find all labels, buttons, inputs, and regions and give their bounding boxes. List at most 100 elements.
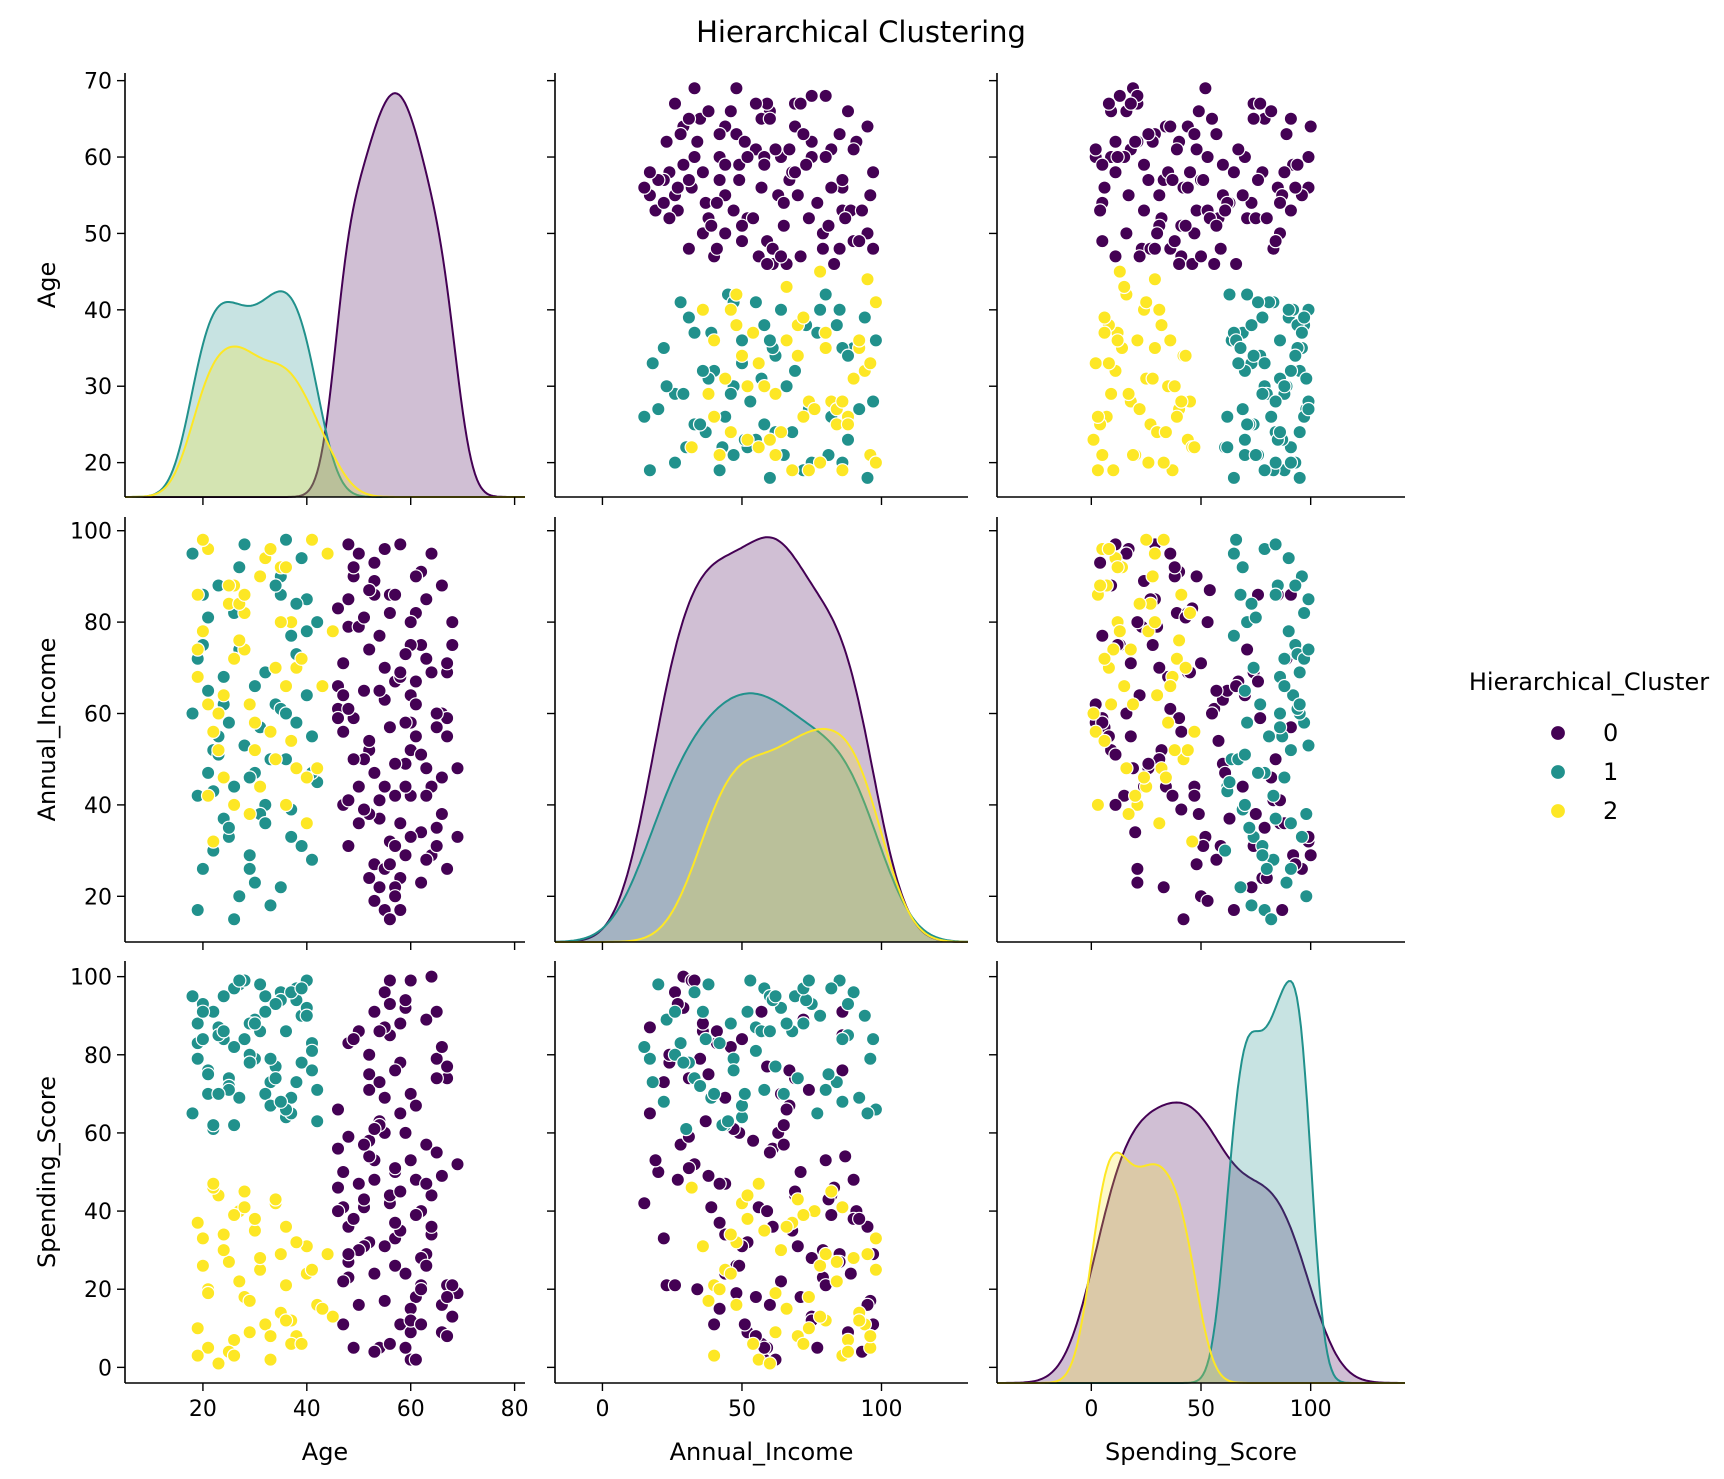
kde-fill-cluster-2 [555, 728, 968, 942]
panel-annual-income-vs-annual-income [547, 517, 969, 950]
scatter-point-cluster-0 [387, 889, 403, 904]
scatter-point-cluster-0 [754, 180, 769, 195]
x-tick-label: 80 [501, 1397, 529, 1422]
scatter-point-cluster-2 [829, 1274, 845, 1289]
scatter-point-cluster-1 [651, 977, 666, 992]
legend-marker [1549, 763, 1567, 781]
scatter-point-cluster-1 [1281, 302, 1296, 317]
legend-label: 0 [1603, 719, 1618, 747]
scatter-point-cluster-1 [642, 1051, 658, 1066]
scatter-point-cluster-2 [278, 678, 294, 694]
scatter-point-cluster-1 [667, 455, 683, 470]
scatter-point-cluster-1 [840, 996, 856, 1012]
scatter-point-cluster-2 [863, 356, 878, 371]
scatter-point-cluster-0 [377, 660, 392, 676]
scatter-point-cluster-2 [1101, 356, 1117, 371]
scatter-point-cluster-2 [284, 733, 299, 749]
scatter-point-cluster-0 [393, 665, 408, 680]
scatter-point-cluster-0 [372, 628, 387, 644]
scatter-point-cluster-2 [773, 424, 789, 440]
scatter-point-cluster-2 [195, 624, 211, 639]
scatter-point-cluster-0 [351, 1297, 366, 1313]
scatter-point-cluster-2 [1147, 272, 1163, 287]
scatter-point-cluster-0 [424, 546, 439, 561]
scatter-point-cluster-0 [843, 1266, 859, 1281]
scatter-point-cluster-0 [1108, 249, 1123, 264]
scatter-point-cluster-0 [1178, 218, 1193, 233]
scatter-point-cluster-0 [1123, 729, 1139, 744]
scatter-point-cluster-2 [1125, 447, 1141, 463]
scatter-point-cluster-1 [263, 1051, 278, 1066]
scatter-point-cluster-0 [1189, 142, 1204, 157]
scatter-point-cluster-1 [790, 1070, 806, 1086]
scatter-point-cluster-1 [1301, 401, 1316, 417]
scatter-point-cluster-0 [367, 1344, 382, 1359]
scatter-point-cluster-2 [796, 1207, 811, 1223]
scatter-point-cluster-1 [1261, 729, 1277, 744]
scatter-point-cluster-1 [200, 765, 216, 781]
scatter-point-cluster-1 [773, 302, 789, 317]
scatter-point-cluster-2 [190, 587, 205, 602]
scatter-point-cluster-0 [818, 88, 833, 104]
scatter-point-cluster-1 [242, 861, 257, 877]
scatter-point-cluster-1 [211, 1086, 226, 1102]
scatter-point-cluster-2 [1097, 733, 1112, 749]
scatter-point-cluster-1 [723, 1016, 739, 1031]
scatter-point-cluster-0 [341, 701, 356, 717]
scatter-point-cluster-0 [690, 134, 705, 149]
scatter-point-cluster-2 [796, 310, 811, 325]
scatter-point-cluster-2 [1112, 264, 1128, 279]
scatter-point-cluster-1 [237, 537, 252, 552]
scatter-point-cluster-1 [852, 401, 867, 417]
scatter-point-cluster-0 [398, 779, 413, 794]
scatter-point-cluster-0 [729, 81, 744, 96]
y-tick-label: 70 [84, 70, 112, 95]
scatter-point-cluster-1 [1283, 363, 1299, 379]
scatter-point-cluster-0 [382, 605, 398, 621]
scatter-point-cluster-2 [762, 432, 778, 447]
scatter-point-cluster-0 [346, 752, 361, 767]
scatter-point-cluster-0 [1303, 119, 1318, 134]
scatter-point-cluster-0 [726, 203, 741, 218]
scatter-point-cluster-1 [1294, 829, 1310, 845]
scatter-point-cluster-0 [793, 249, 808, 264]
scatter-point-cluster-2 [840, 1344, 856, 1359]
scatter-point-cluster-1 [818, 287, 833, 302]
scatter-point-cluster-1 [1222, 287, 1237, 302]
scatter-point-cluster-2 [190, 1215, 205, 1231]
scatter-point-cluster-2 [252, 1250, 268, 1266]
scatter-point-cluster-0 [434, 1039, 450, 1055]
y-tick-label: 30 [84, 375, 112, 400]
scatter-point-cluster-1 [857, 1008, 873, 1023]
scatter-point-cluster-0 [1141, 126, 1156, 142]
scatter-point-cluster-0 [648, 1153, 663, 1168]
scatter-point-cluster-0 [341, 1246, 356, 1262]
scatter-point-cluster-0 [1189, 569, 1204, 584]
legend-item-1: 1 [1549, 758, 1618, 786]
scatter-point-cluster-0 [387, 1063, 403, 1078]
scatter-point-cluster-0 [846, 1172, 861, 1188]
scatter-point-cluster-0 [413, 1281, 429, 1297]
scatter-point-cluster-0 [1283, 203, 1299, 218]
scatter-point-cluster-1 [1296, 310, 1312, 325]
scatter-point-cluster-2 [247, 715, 263, 730]
scatter-point-cluster-0 [690, 1281, 705, 1297]
scatter-point-cluster-2 [718, 371, 733, 386]
scatter-point-cluster-2 [757, 379, 772, 394]
scatter-point-cluster-1 [1279, 875, 1294, 890]
scatter-point-cluster-2 [320, 546, 335, 561]
scatter-point-cluster-0 [1167, 560, 1182, 575]
scatter-point-cluster-0 [346, 1031, 361, 1047]
scatter-point-cluster-0 [403, 829, 418, 845]
scatter-point-cluster-2 [190, 669, 205, 685]
scatter-point-cluster-0 [779, 1102, 794, 1117]
scatter-point-cluster-0 [1213, 241, 1228, 256]
scatter-point-cluster-1 [865, 394, 881, 409]
scatter-point-cluster-1 [242, 770, 257, 785]
scatter-point-cluster-0 [1217, 203, 1233, 218]
scatter-point-cluster-1 [768, 1059, 783, 1074]
scatter-point-cluster-1 [299, 624, 314, 639]
scatter-point-cluster-0 [403, 1153, 418, 1168]
scatter-point-cluster-0 [821, 218, 836, 233]
